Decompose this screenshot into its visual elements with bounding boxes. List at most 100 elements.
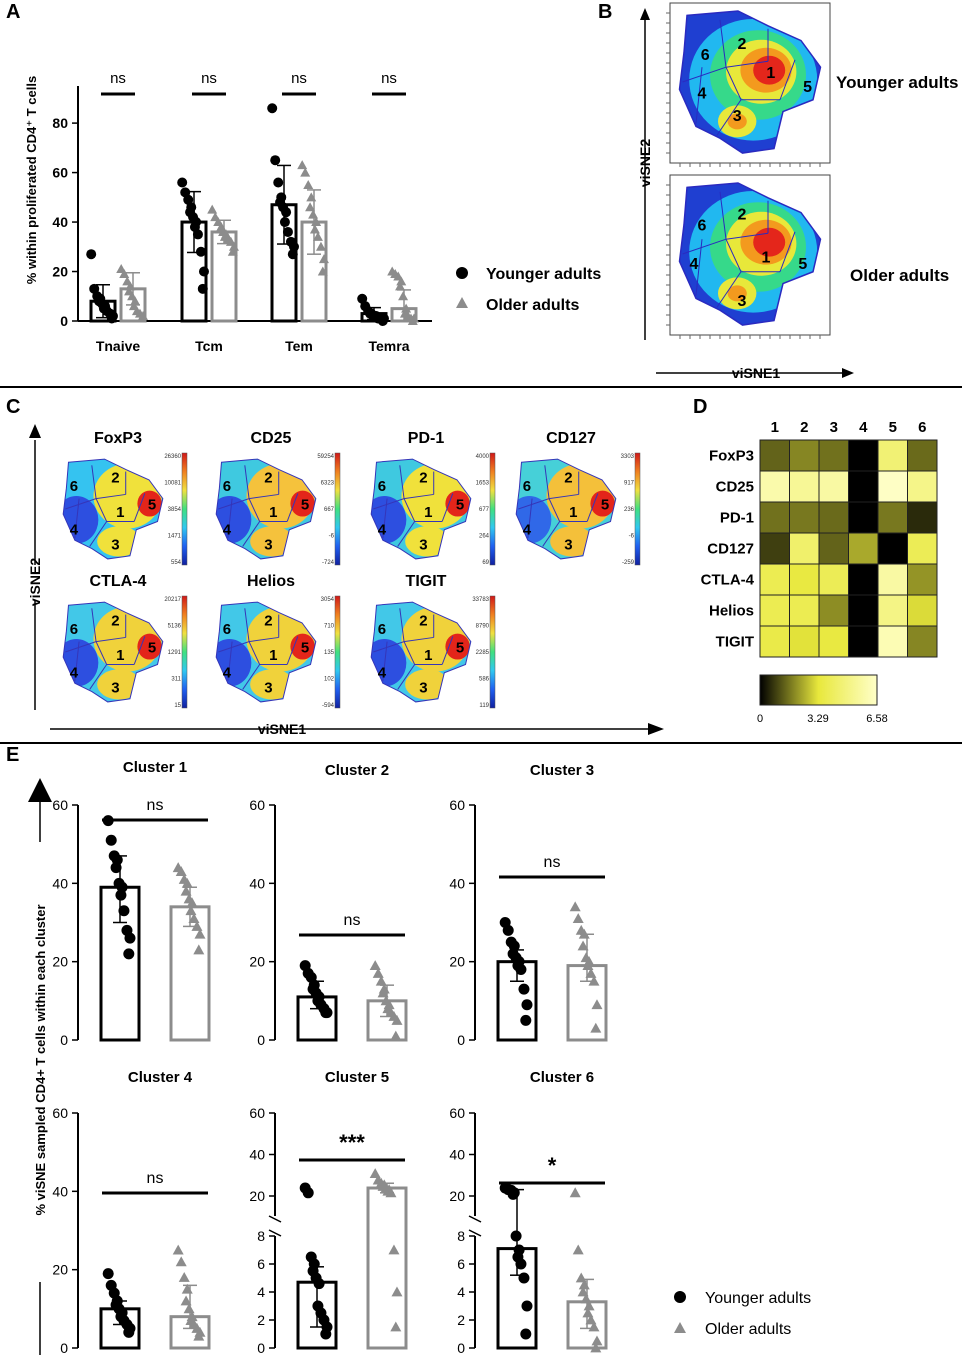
- heatmap-scale-tick: 6.58: [866, 713, 887, 725]
- cluster-label: 5: [148, 497, 156, 514]
- heatmap-cell: [848, 470, 879, 503]
- cluster-y-tick-label: 0: [60, 1032, 68, 1048]
- cluster-y-tick-label: 8: [457, 1228, 465, 1244]
- heatmap-cell: [848, 439, 879, 472]
- heatmap-scale-tick: 3.29: [807, 713, 828, 725]
- heatmap-cell: [759, 625, 790, 658]
- heatmap-cell: [759, 594, 790, 627]
- older-point: [591, 999, 603, 1010]
- older-point: [585, 967, 597, 978]
- older-point: [398, 291, 409, 301]
- legend-younger-label: Younger adults: [705, 1290, 811, 1307]
- colorbar: [181, 595, 188, 709]
- expression-layer: [97, 669, 142, 700]
- cluster-y-tick-label: 40: [52, 1183, 68, 1199]
- heatmap-cell: [818, 532, 849, 565]
- older-point: [569, 1187, 581, 1198]
- younger-point: [102, 1268, 114, 1280]
- cluster-y-tick-label: 20: [249, 954, 265, 970]
- heatmap-cell: [759, 470, 790, 503]
- older-point: [185, 905, 197, 916]
- expression-map-outline: [62, 601, 164, 703]
- cluster-y-tick-label: 2: [257, 1312, 265, 1328]
- visne-cluster-boundary: [725, 60, 769, 68]
- older-point: [578, 1279, 590, 1290]
- older-point: [303, 179, 314, 189]
- panel-a-significance-label: ns: [291, 70, 307, 87]
- expression-map-boundary: [218, 641, 250, 653]
- colorbar-tick-label: 917: [624, 481, 635, 487]
- heatmap-cell: [907, 439, 938, 472]
- heatmap-cell: [877, 563, 908, 596]
- expression-layer: [405, 526, 450, 557]
- cluster-significance-label: ***: [339, 1130, 365, 1155]
- cluster-label: 2: [738, 36, 747, 53]
- expression-map-boundary: [544, 465, 550, 499]
- panel-a-significance-label: ns: [381, 70, 397, 87]
- cluster-label: 5: [456, 640, 464, 657]
- cluster-label: 5: [803, 79, 812, 96]
- younger-point: [520, 1014, 532, 1026]
- younger-point: [521, 999, 533, 1011]
- expression-map-boundary: [248, 493, 279, 500]
- older-point: [577, 940, 589, 951]
- panel-a-y-label: % within proliferated CD4⁺ T cells: [24, 76, 39, 284]
- expression-map-outline: [370, 458, 472, 560]
- cluster-label: 4: [698, 86, 707, 103]
- older-point: [578, 928, 590, 939]
- colorbar-tick-label: 33783: [472, 597, 489, 603]
- expression-map-boundary: [65, 641, 97, 653]
- younger-point: [270, 155, 281, 166]
- legend-older-label: Older adults: [486, 297, 579, 314]
- cluster-axis-break: [268, 1229, 282, 1237]
- heatmap-column-label: 5: [889, 419, 897, 436]
- older-point: [175, 1256, 187, 1267]
- cluster-label: 2: [419, 613, 427, 630]
- younger-point: [106, 313, 117, 324]
- heatmap-row-label: FoxP3: [709, 448, 754, 465]
- heatmap-cell: [848, 563, 879, 596]
- expression-map-boundary: [218, 498, 250, 510]
- heatmap-cell: [789, 594, 820, 627]
- panel-b-y-arrowhead: [640, 8, 650, 20]
- older-point: [390, 1321, 402, 1332]
- cluster-y-tick-label: 20: [52, 1262, 68, 1278]
- older-point: [227, 246, 238, 256]
- older-point: [575, 1272, 587, 1283]
- cluster-y-tick-label: 60: [52, 797, 68, 813]
- younger-point: [124, 932, 136, 944]
- younger-point: [198, 266, 209, 277]
- older-point: [188, 913, 200, 923]
- colorbar-tick-label: 1653: [476, 481, 490, 487]
- expression-layer: [405, 669, 450, 700]
- expression-map-outline: [62, 458, 164, 560]
- colorbar-tick-label: 3054: [321, 597, 335, 603]
- older-point: [590, 1022, 602, 1033]
- older-point: [372, 967, 384, 978]
- colorbar-tick-label: -6: [629, 534, 635, 540]
- heatmap-cell: [759, 501, 790, 534]
- heatmap-cell: [877, 501, 908, 534]
- cluster-significance-label: ns: [544, 854, 561, 871]
- expression-map-boundary: [248, 641, 261, 665]
- older-point: [297, 160, 308, 170]
- cluster-y-tick-label: 8: [257, 1228, 265, 1244]
- cluster-chart-title: Cluster 2: [325, 762, 389, 779]
- expression-map-boundary: [399, 608, 405, 642]
- panel-letter-c: C: [6, 396, 20, 418]
- cluster-label: 4: [523, 521, 532, 538]
- colorbar-tick-label: -259: [622, 560, 635, 566]
- expression-map-boundary: [403, 498, 416, 522]
- younger-point: [115, 889, 127, 901]
- cluster-significance-label: ns: [344, 912, 361, 929]
- cluster-label: 2: [111, 470, 119, 487]
- heatmap-cell: [759, 563, 790, 596]
- expression-map-outline: [215, 601, 317, 703]
- heatmap-cell: [877, 470, 908, 503]
- younger-point: [288, 241, 299, 252]
- expression-map-outline: [370, 601, 472, 703]
- older-point: [309, 224, 320, 234]
- cluster-chart-title: Cluster 6: [530, 1069, 594, 1086]
- heatmap-cell: [907, 501, 938, 534]
